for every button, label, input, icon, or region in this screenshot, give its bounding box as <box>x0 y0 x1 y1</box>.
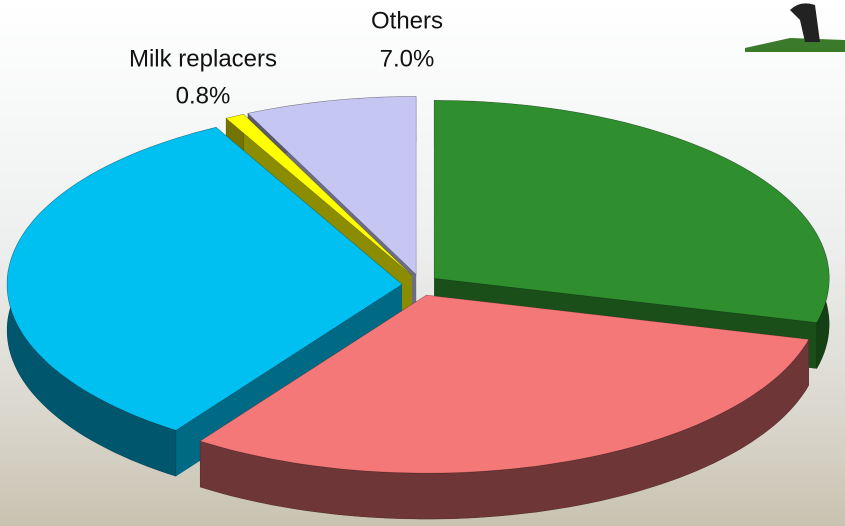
slice-top <box>247 96 417 276</box>
slice-top <box>433 100 830 323</box>
decor-image <box>745 3 845 52</box>
slice <box>6 126 403 477</box>
slice-top <box>199 294 810 474</box>
pie <box>6 96 830 520</box>
slice-label: Milk replacers <box>129 45 277 72</box>
slice-top <box>6 126 403 431</box>
slice-value-label: 0.8% <box>176 82 231 109</box>
slice-label: Others <box>371 7 443 34</box>
slice-value-label: 7.0% <box>380 45 435 72</box>
slice-top <box>225 113 413 276</box>
slice <box>199 294 810 520</box>
